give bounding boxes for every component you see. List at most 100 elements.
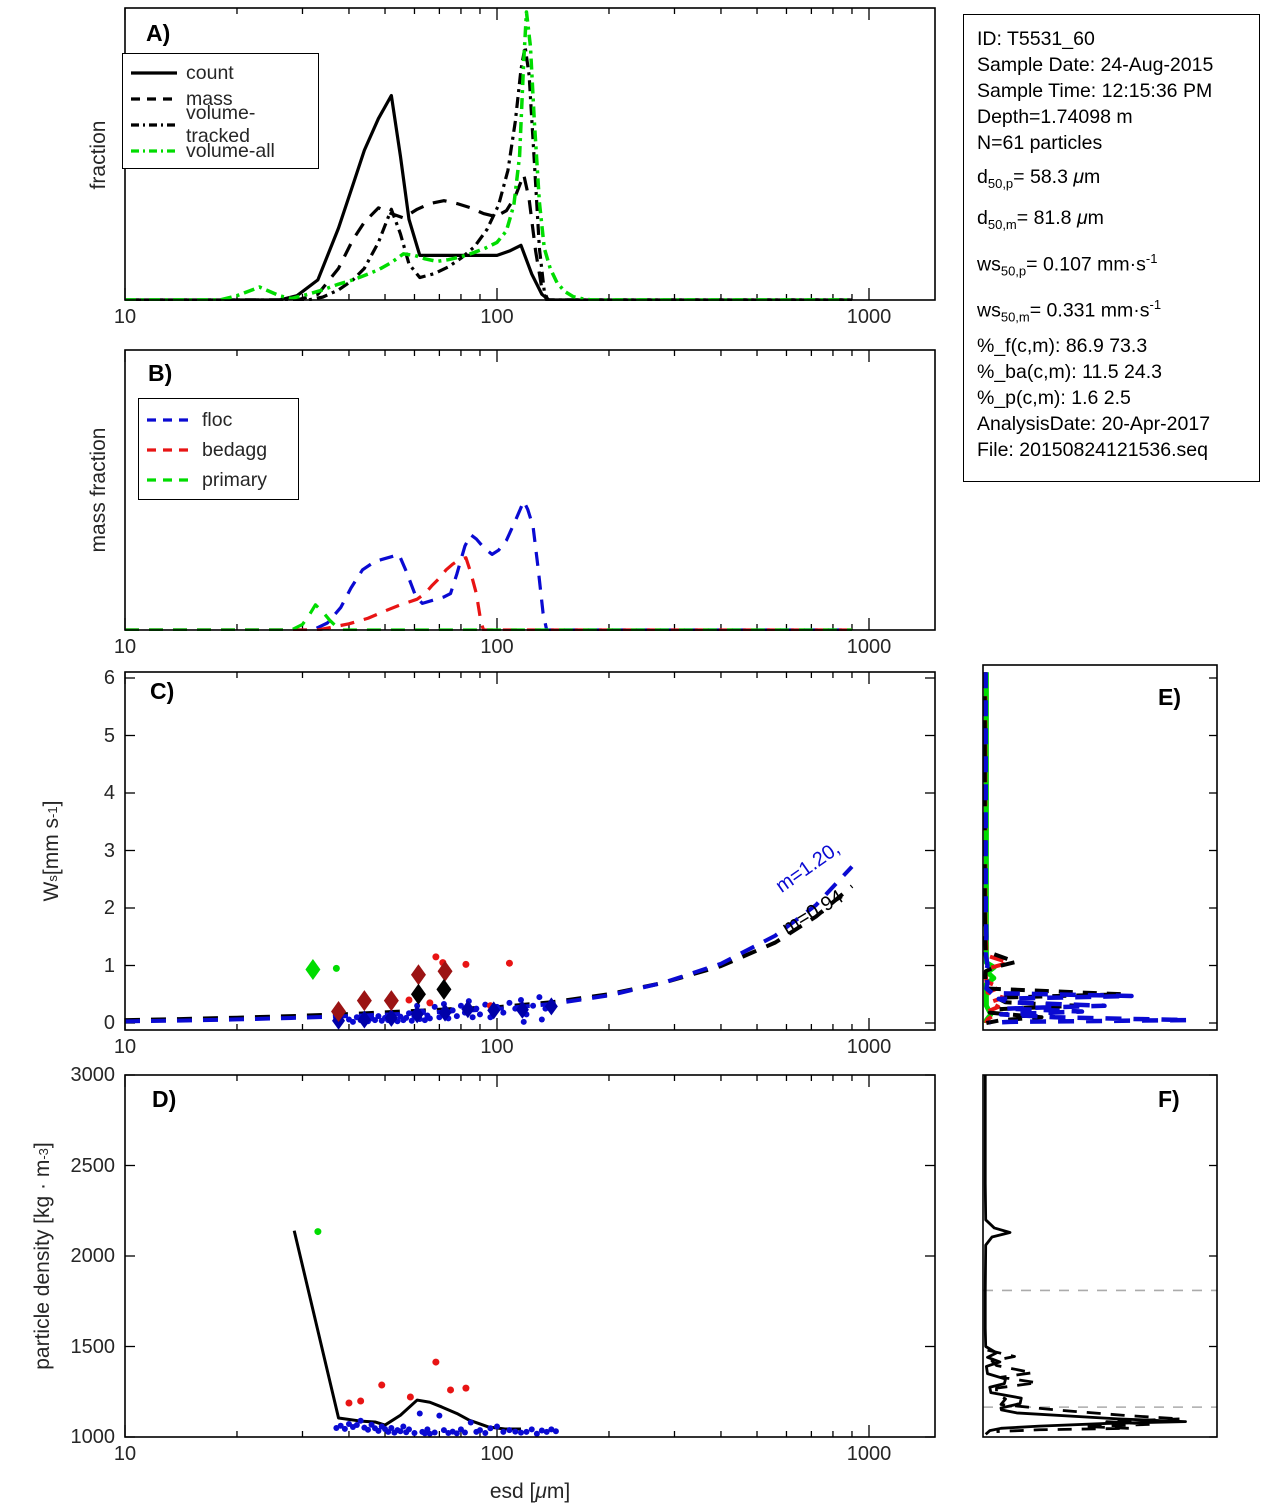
series-mass (125, 173, 852, 301)
marker-blue-dots (416, 1410, 423, 1417)
marker-darkred-diamonds (410, 964, 426, 986)
legend-item: mass (131, 86, 310, 112)
legend-item: count (131, 60, 310, 86)
marker-blue-dots (375, 1427, 382, 1434)
series-floc (125, 499, 852, 631)
marker-blue-dots (357, 1417, 364, 1424)
marker-blue-dots (397, 1428, 404, 1435)
marker-blue-dots (411, 1430, 418, 1437)
marker-red-dots (505, 959, 513, 967)
marker-blue-diamonds (357, 1010, 371, 1029)
marker-blue-dots (538, 1016, 545, 1023)
x-tick-label: 1000 (846, 306, 892, 328)
info-line: File: 20150824121536.seq (977, 438, 1208, 461)
panel-label-c: C) (150, 678, 175, 704)
x-tick-label: 10 (113, 306, 137, 328)
legend-line-sample (147, 441, 193, 459)
marker-blue-dots (426, 1430, 433, 1437)
marker-black-diamonds (410, 983, 426, 1005)
marker-green-dot (332, 964, 340, 972)
marker-blue-dots (500, 1009, 507, 1016)
panel-frame-b (124, 349, 936, 631)
marker-blue-dots (408, 1017, 415, 1024)
y-tick-label: 5 (103, 724, 115, 747)
x-tick-label: 100 (480, 636, 514, 658)
legend-item: volume-tracked (131, 102, 310, 147)
marker-blue-dots (375, 1013, 382, 1020)
marker-blue-dots (457, 1002, 464, 1009)
marker-red-dots (432, 1358, 440, 1366)
marker-blue-diamonds (544, 997, 558, 1016)
marker-blue-dots (453, 1013, 460, 1020)
y-tick-label: 1 (103, 954, 115, 977)
x-tick-label: 1000 (846, 1443, 892, 1465)
y-tick-label: 2500 (70, 1154, 116, 1177)
legend-item: volume-all (131, 138, 310, 164)
info-line: %_ba(c,m): 11.5 24.3 (977, 360, 1162, 383)
marker-blue-dots (431, 1429, 438, 1436)
marker-blue-dots (494, 1423, 500, 1430)
y-tick-label: 2 (103, 897, 115, 919)
info-line: Sample Date: 24-Aug-2015 (977, 54, 1214, 76)
marker-blue-dots (528, 1426, 535, 1433)
marker-blue-dots (364, 1426, 371, 1433)
legend-item-label: bedagg (202, 438, 268, 461)
legend-panel-a: count mass volume-tracked volume-all (122, 53, 319, 169)
marker-red-dots (345, 1399, 353, 1407)
series-volume-all (125, 10, 852, 301)
marker-darkred-diamonds (383, 990, 399, 1012)
x-tick-label: 10 (113, 1036, 137, 1058)
marker-blue-diamonds (487, 1001, 501, 1020)
legend-item-label: volume-all (186, 139, 275, 162)
marker-blue-dots (440, 1427, 447, 1434)
marker-blue-dots (405, 1010, 412, 1017)
marker-blue-dots (476, 1011, 483, 1018)
marker-blue-dots (533, 1430, 540, 1437)
marker-blue-dots (400, 1423, 407, 1430)
x-tick-label: 100 (480, 306, 514, 328)
marker-blue-dots (424, 1426, 431, 1433)
marker-blue-dots (536, 994, 543, 1001)
marker-blue-dots (403, 1014, 410, 1021)
marker-red-dots (406, 1393, 414, 1401)
marker-blue-dots (467, 1419, 474, 1426)
marker-blue-dots (500, 1428, 507, 1435)
y-tick-label: 3000 (70, 1064, 116, 1086)
marker-red-dots (432, 953, 440, 961)
marker-blue-dots (461, 1429, 468, 1436)
panel-label-e: E) (1158, 684, 1181, 710)
marker-blue-dots (476, 1427, 483, 1434)
marker-blue-dots (548, 1426, 555, 1433)
series-black-profile (982, 672, 1125, 1025)
panel-frame-f (982, 1074, 1218, 1438)
marker-blue-dots (469, 1014, 476, 1021)
marker-blue-dots (349, 1018, 356, 1025)
x-tick-label: 100 (480, 1036, 514, 1058)
marker-blue-dots (337, 1422, 344, 1429)
marker-blue-dots (353, 1422, 360, 1429)
panel-frame-c (124, 671, 936, 1031)
legend-line-sample (131, 90, 177, 108)
marker-blue-dots (341, 1425, 348, 1432)
marker-blue-dots (473, 1005, 480, 1012)
marker-blue-dots (388, 1424, 395, 1431)
marker-blue-dots (543, 1428, 550, 1435)
marker-blue-diamonds (410, 1005, 424, 1024)
y-tick-label: 2000 (70, 1245, 116, 1267)
panel-label-f: F) (1158, 1086, 1180, 1112)
marker-blue-dots (421, 1017, 428, 1024)
legend-line-sample (147, 411, 193, 429)
series-density-profile-solid (983, 1075, 1187, 1436)
marker-blue-dots (506, 1427, 513, 1434)
info-line: d50,p= 58.3 μm (977, 166, 1101, 191)
marker-blue-dots (512, 1428, 519, 1435)
marker-blue-dots (520, 1018, 527, 1025)
marker-blue-dots (517, 1429, 524, 1436)
info-box: ID: T5531_60 Sample Date: 24-Aug-2015 Samp… (963, 14, 1260, 482)
marker-blue-diamonds (438, 1003, 452, 1022)
marker-blue-dots (436, 1412, 443, 1419)
y-tick-label: 4 (103, 782, 115, 804)
x-tick-label: 10 (113, 636, 137, 658)
series-primary (125, 603, 852, 631)
marker-blue-diamonds (384, 1008, 398, 1027)
